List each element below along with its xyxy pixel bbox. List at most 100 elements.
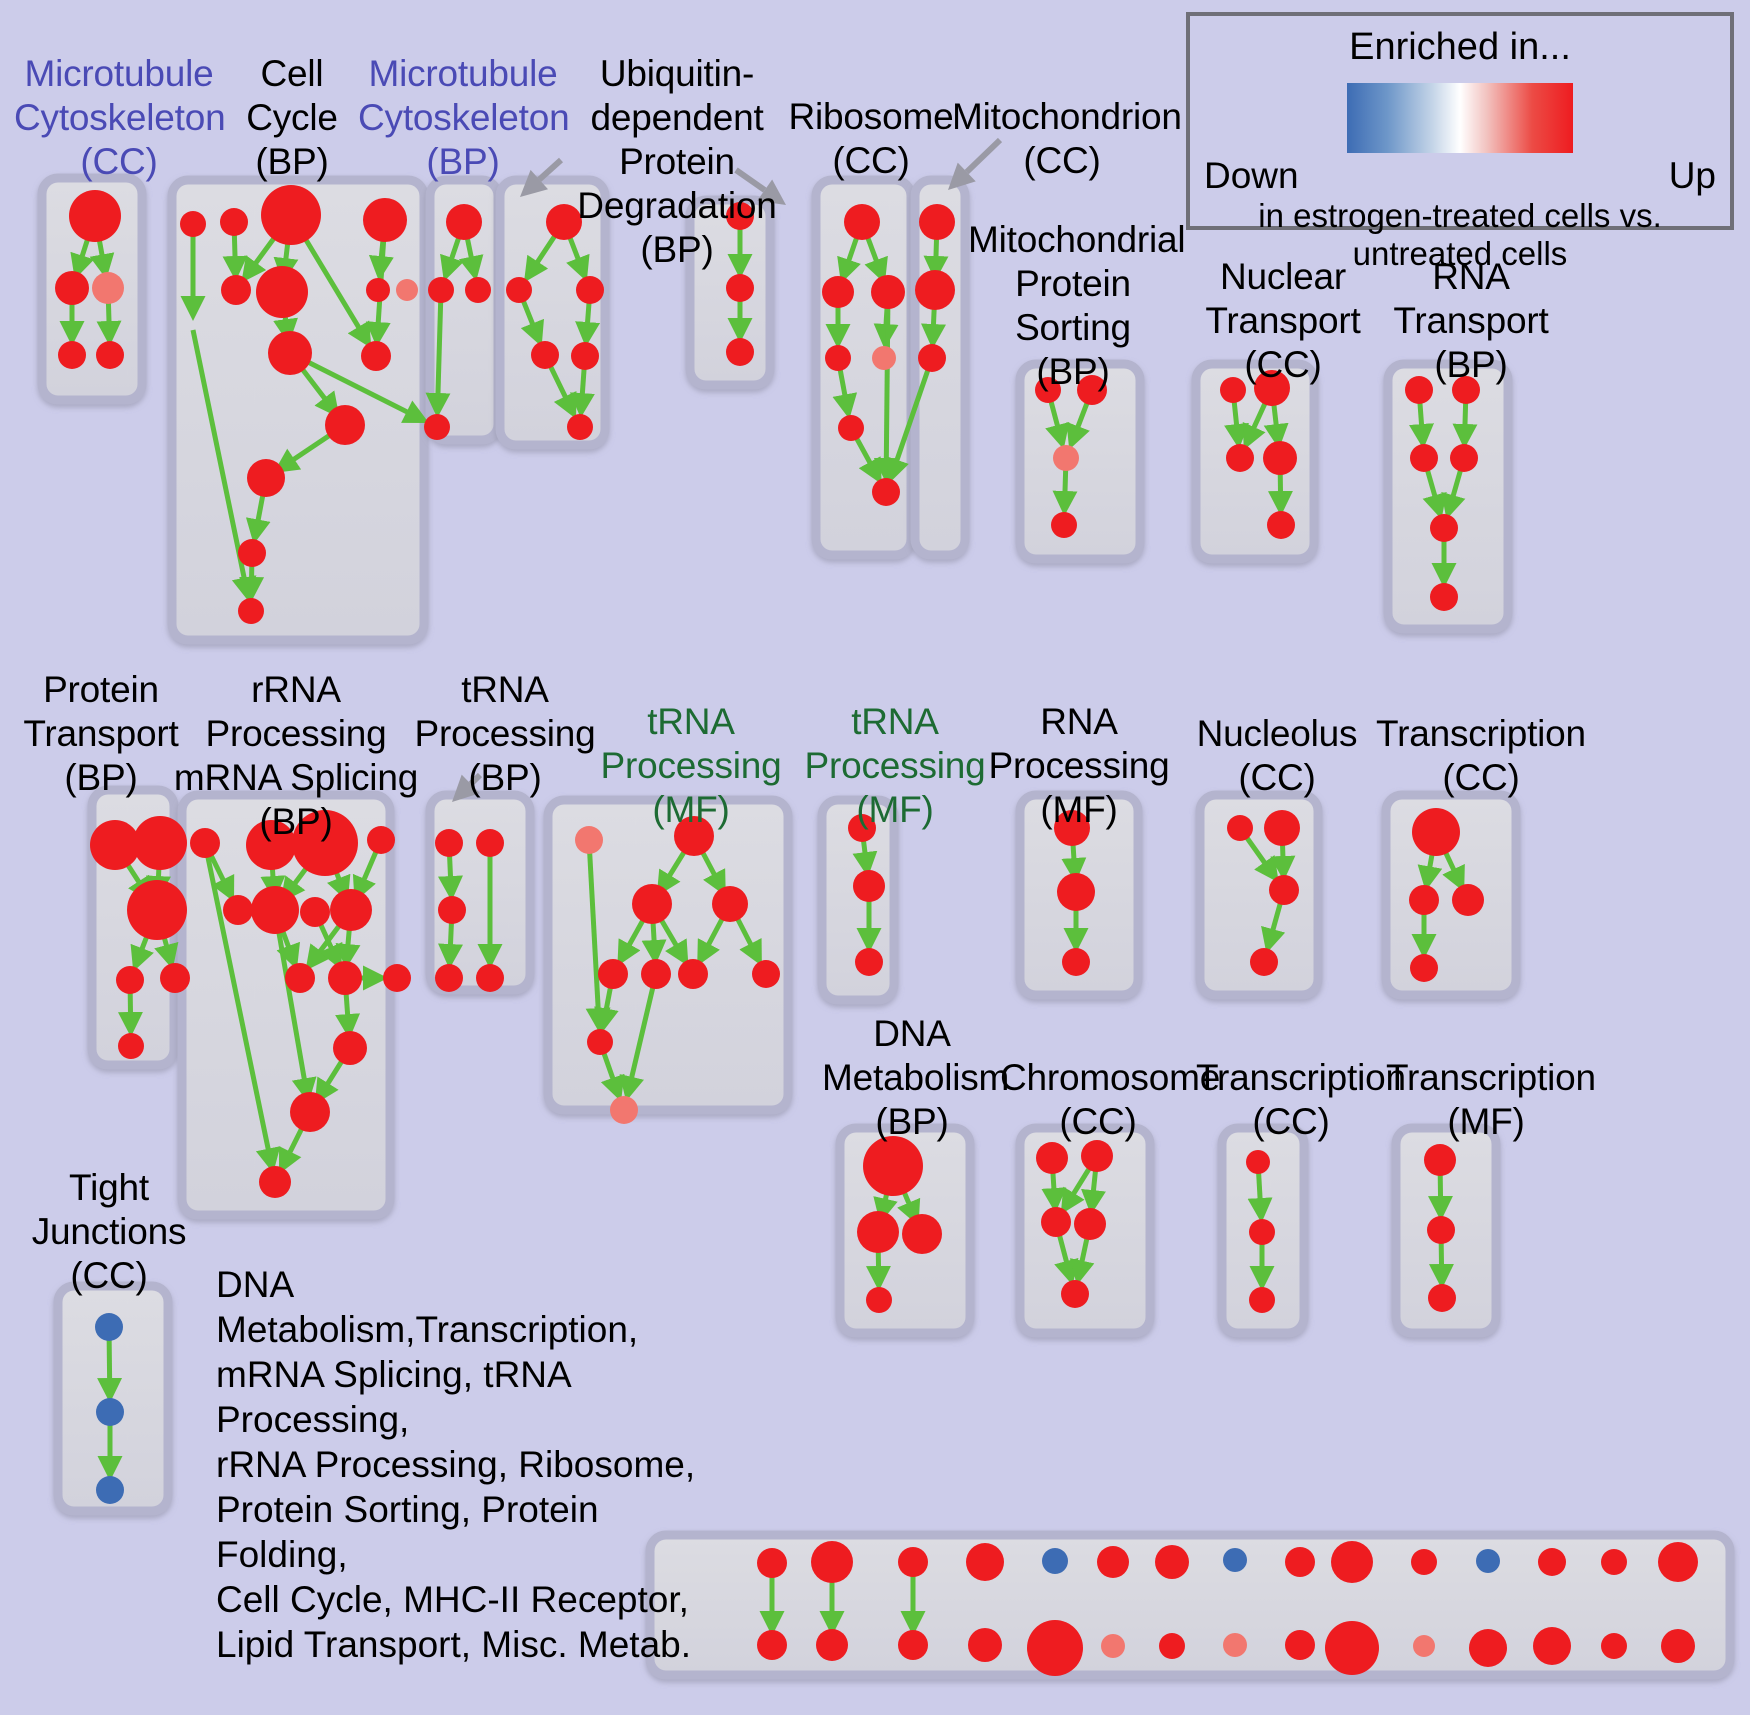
network-node[interactable] <box>1476 1549 1500 1573</box>
network-node[interactable] <box>872 478 900 506</box>
network-node[interactable] <box>180 211 206 237</box>
network-node[interactable] <box>1601 1549 1627 1575</box>
network-node[interactable] <box>1410 954 1438 982</box>
network-node[interactable] <box>853 870 885 902</box>
network-node[interactable] <box>866 1287 892 1313</box>
network-node[interactable] <box>1249 1287 1275 1313</box>
network-node[interactable] <box>424 414 450 440</box>
network-node[interactable] <box>127 880 187 940</box>
network-node[interactable] <box>1450 444 1478 472</box>
network-node[interactable] <box>238 539 266 567</box>
network-node[interactable] <box>1430 514 1458 542</box>
network-node[interactable] <box>435 964 463 992</box>
network-node[interactable] <box>966 1543 1004 1581</box>
network-node[interactable] <box>632 884 672 924</box>
network-node[interactable] <box>96 1398 124 1426</box>
network-node[interactable] <box>259 1166 291 1198</box>
network-node[interactable] <box>383 964 411 992</box>
network-node[interactable] <box>1249 1219 1275 1245</box>
network-node[interactable] <box>1658 1542 1698 1582</box>
network-node[interactable] <box>1285 1547 1315 1577</box>
network-node[interactable] <box>610 1096 638 1124</box>
network-node[interactable] <box>712 886 748 922</box>
network-node[interactable] <box>426 416 448 438</box>
network-node[interactable] <box>726 338 754 366</box>
network-node[interactable] <box>1081 1140 1113 1172</box>
network-node[interactable] <box>221 275 251 305</box>
network-node[interactable] <box>757 1548 787 1578</box>
network-node[interactable] <box>69 190 121 242</box>
network-node[interactable] <box>919 204 955 240</box>
network-node[interactable] <box>752 960 780 988</box>
network-node[interactable] <box>857 1211 899 1253</box>
network-node[interactable] <box>1263 441 1297 475</box>
network-node[interactable] <box>576 276 604 304</box>
network-node[interactable] <box>1053 445 1079 471</box>
network-node[interactable] <box>757 1630 787 1660</box>
network-node[interactable] <box>95 1313 123 1341</box>
network-node[interactable] <box>915 270 955 310</box>
network-node[interactable] <box>160 963 190 993</box>
network-node[interactable] <box>118 1033 144 1059</box>
network-node[interactable] <box>333 1031 367 1065</box>
network-node[interactable] <box>571 342 599 370</box>
network-node[interactable] <box>58 341 86 369</box>
network-node[interactable] <box>1097 1546 1129 1578</box>
network-node[interactable] <box>92 272 124 304</box>
network-node[interactable] <box>366 278 390 302</box>
network-node[interactable] <box>1430 583 1458 611</box>
network-node[interactable] <box>531 341 559 369</box>
network-node[interactable] <box>1424 1144 1456 1176</box>
network-node[interactable] <box>902 1214 942 1254</box>
network-node[interactable] <box>641 959 671 989</box>
network-node[interactable] <box>1250 948 1278 976</box>
network-node[interactable] <box>396 279 418 301</box>
network-node[interactable] <box>116 966 144 994</box>
network-node[interactable] <box>816 1629 848 1661</box>
network-node[interactable] <box>1428 1284 1456 1312</box>
network-node[interactable] <box>1057 873 1095 911</box>
network-node[interactable] <box>567 414 593 440</box>
network-node[interactable] <box>1101 1634 1125 1658</box>
network-node[interactable] <box>1661 1629 1695 1663</box>
network-node[interactable] <box>328 961 362 995</box>
network-node[interactable] <box>1155 1545 1189 1579</box>
network-node[interactable] <box>825 345 851 371</box>
network-node[interactable] <box>855 948 883 976</box>
network-node[interactable] <box>726 274 754 302</box>
network-node[interactable] <box>55 271 89 305</box>
network-node[interactable] <box>811 1541 853 1583</box>
network-node[interactable] <box>268 331 312 375</box>
network-node[interactable] <box>1325 1621 1379 1675</box>
network-node[interactable] <box>96 1476 124 1504</box>
network-node[interactable] <box>1061 1280 1089 1308</box>
network-node[interactable] <box>838 415 864 441</box>
network-node[interactable] <box>1331 1541 1373 1583</box>
network-node[interactable] <box>1410 444 1438 472</box>
network-node[interactable] <box>1412 808 1460 856</box>
network-node[interactable] <box>1226 444 1254 472</box>
network-node[interactable] <box>822 276 854 308</box>
network-node[interactable] <box>435 829 463 857</box>
network-node[interactable] <box>1051 512 1077 538</box>
network-node[interactable] <box>1413 1635 1435 1657</box>
network-node[interactable] <box>968 1628 1002 1662</box>
network-node[interactable] <box>898 1630 928 1660</box>
network-node[interactable] <box>1027 1620 1083 1676</box>
network-node[interactable] <box>1041 1207 1071 1237</box>
network-node[interactable] <box>863 1136 923 1196</box>
network-node[interactable] <box>1452 884 1484 916</box>
network-node[interactable] <box>1223 1548 1247 1572</box>
network-node[interactable] <box>90 820 140 870</box>
network-node[interactable] <box>465 277 491 303</box>
network-node[interactable] <box>446 204 482 240</box>
network-node[interactable] <box>872 346 896 370</box>
network-node[interactable] <box>223 895 253 925</box>
network-node[interactable] <box>1074 1208 1106 1240</box>
network-node[interactable] <box>1533 1627 1571 1665</box>
network-node[interactable] <box>96 341 124 369</box>
network-node[interactable] <box>918 344 946 372</box>
network-node[interactable] <box>428 277 454 303</box>
network-node[interactable] <box>290 1092 330 1132</box>
network-node[interactable] <box>1269 875 1299 905</box>
